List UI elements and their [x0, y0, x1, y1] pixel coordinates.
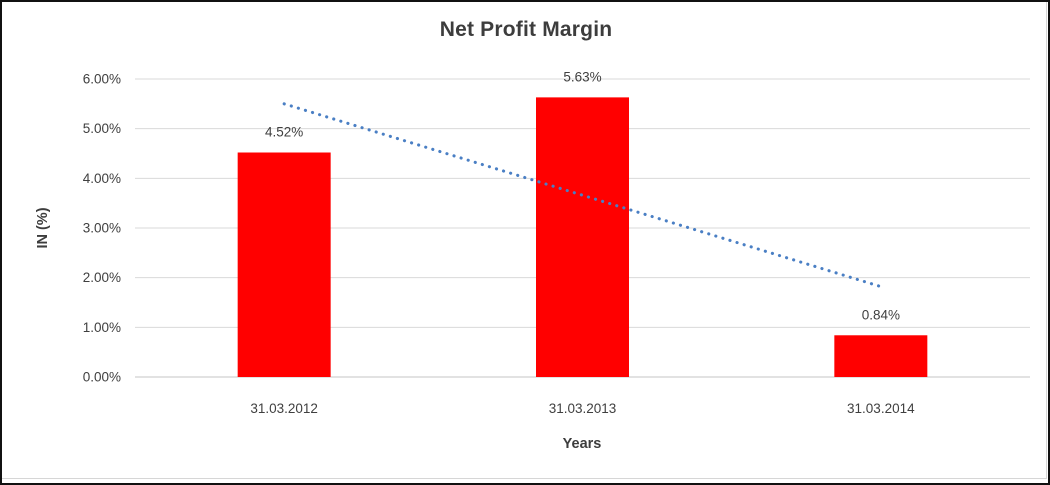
y-tick-label: 5.00% — [83, 121, 121, 136]
chart-frame — [2, 2, 1047, 479]
x-tick-label: 31.03.2013 — [549, 401, 617, 416]
x-axis-title: Years — [562, 436, 602, 452]
y-tick-label: 2.00% — [83, 270, 121, 285]
bar-data-label: 0.84% — [862, 307, 900, 322]
y-tick-label: 0.00% — [83, 370, 121, 385]
x-tick-label: 31.03.2014 — [847, 401, 915, 416]
bar-31.03.2014 — [834, 335, 928, 377]
y-tick-label: 1.00% — [83, 320, 121, 335]
bar-data-label: 5.63% — [563, 69, 601, 84]
y-tick-label: 4.00% — [83, 171, 121, 186]
y-tick-label: 3.00% — [83, 221, 121, 236]
bar-31.03.2013 — [536, 97, 629, 378]
trendline — [282, 102, 883, 289]
bar-31.03.2012 — [237, 152, 331, 377]
x-tick-label: 31.03.2012 — [250, 401, 318, 416]
y-tick-label: 6.00% — [83, 72, 121, 87]
chart-title: Net Profit Margin — [439, 18, 613, 41]
bar-data-label: 4.52% — [265, 125, 303, 140]
